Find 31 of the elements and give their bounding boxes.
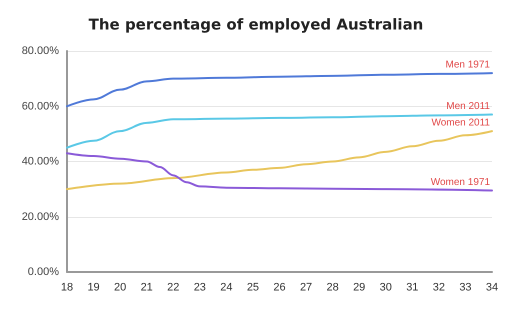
y-tick-label: 40.00% <box>22 156 60 168</box>
y-tick-label: 0.00% <box>28 266 60 278</box>
x-tick-label: 24 <box>220 282 232 294</box>
series-label: Men 2011 <box>446 101 490 112</box>
x-tick-label: 32 <box>432 282 445 294</box>
x-tick-label: 23 <box>194 282 206 294</box>
x-tick-label: 33 <box>459 282 472 294</box>
series-label: Women 1971 <box>430 177 490 188</box>
line-series <box>66 114 493 149</box>
x-tick-label: 20 <box>114 282 126 294</box>
x-tick-label: 18 <box>60 282 74 294</box>
x-tick-label: 28 <box>326 282 339 294</box>
x-tick-label: 26 <box>273 282 286 294</box>
line-series <box>66 130 493 190</box>
x-tick-label: 19 <box>87 282 100 294</box>
x-tick-label: 25 <box>246 282 260 294</box>
x-tick-label: 22 <box>167 282 180 294</box>
x-tick-label: 30 <box>380 282 392 294</box>
y-tick-label: 80.00% <box>22 45 60 57</box>
x-tick-label: 31 <box>406 282 418 294</box>
x-tick-label: 29 <box>353 282 366 294</box>
line-series <box>66 152 493 192</box>
y-tick-label: 60.00% <box>22 100 60 112</box>
series-label: Men 1971 <box>446 60 490 71</box>
line-series <box>66 72 493 108</box>
y-tick-label: 20.00% <box>22 210 60 223</box>
x-tick-label: 21 <box>140 282 153 294</box>
x-tick-label: 34 <box>486 282 498 294</box>
x-tick-label: 27 <box>300 282 312 294</box>
series-label: Women 2011 <box>431 118 490 129</box>
chart-title: The percentage of employed Australian <box>88 16 424 34</box>
